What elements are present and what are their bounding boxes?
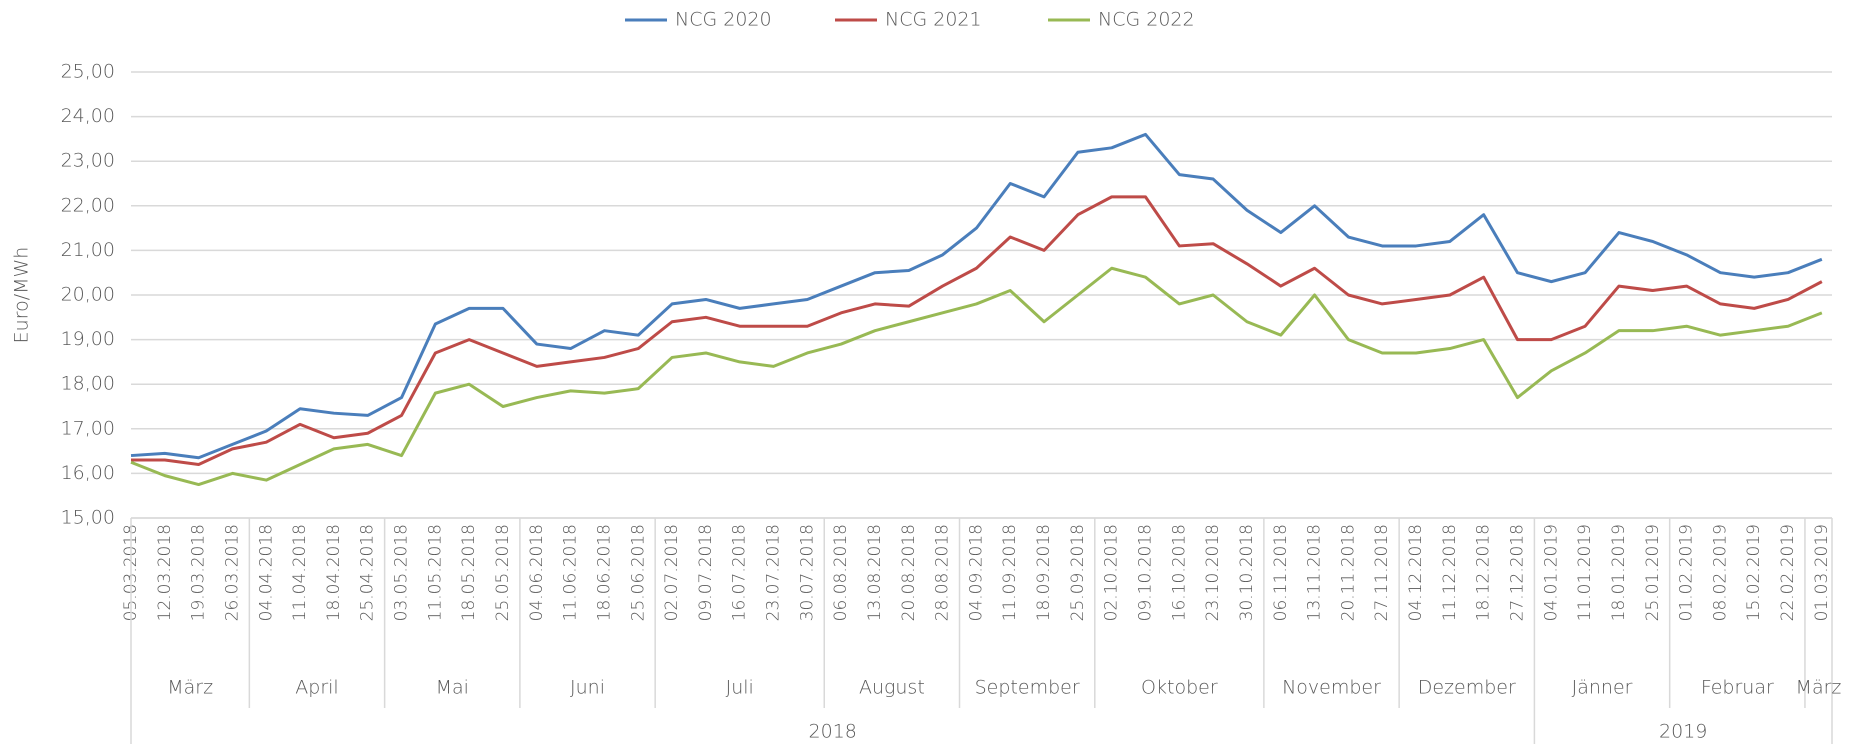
y-tick-label: 20,00 — [61, 284, 115, 306]
x-tick-label: 19.03.2018 — [189, 524, 209, 621]
y-tick-label: 21,00 — [61, 239, 115, 261]
x-tick-label: 27.11.2018 — [1372, 524, 1392, 621]
x-tick-label: 13.11.2018 — [1305, 524, 1325, 621]
x-tick-label: 25.09.2018 — [1068, 524, 1088, 621]
y-tick-label: 22,00 — [61, 194, 115, 216]
x-tick-label: 25.06.2018 — [628, 524, 648, 621]
x-tick-label: 30.07.2018 — [797, 524, 817, 621]
year-label: 2019 — [1659, 721, 1707, 743]
series-line — [130, 266, 1823, 487]
x-tick-label: 09.07.2018 — [696, 524, 716, 621]
x-tick-label: 26.03.2018 — [222, 524, 242, 621]
x-tick-label: 20.11.2018 — [1338, 524, 1358, 621]
x-tick-label: 11.06.2018 — [561, 524, 581, 621]
x-tick-label: 03.05.2018 — [392, 524, 412, 621]
legend-label: NCG 2022 — [1098, 9, 1195, 31]
x-tick-label: 11.12.2018 — [1440, 524, 1460, 621]
month-label: April — [295, 677, 338, 699]
month-label: Juni — [570, 677, 605, 699]
month-label: Jänner — [1572, 677, 1633, 699]
x-tick-label: 13.08.2018 — [865, 524, 885, 621]
month-label: August — [859, 677, 925, 699]
x-tick-label: 11.05.2018 — [425, 524, 445, 621]
x-tick-label: 12.03.2018 — [155, 524, 175, 621]
x-tick-label: 11.04.2018 — [290, 524, 310, 621]
x-tick-label: 23.10.2018 — [1203, 524, 1223, 621]
x-tick-label: 11.09.2018 — [1000, 524, 1020, 621]
month-label: März — [1796, 677, 1842, 699]
x-tick-label: 25.05.2018 — [493, 524, 513, 621]
x-tick-label: 02.07.2018 — [662, 524, 682, 621]
x-tick-label: 02.10.2018 — [1102, 524, 1122, 621]
x-tick-label: 18.05.2018 — [459, 524, 479, 621]
x-tick-label: 04.04.2018 — [256, 524, 276, 621]
x-tick-label: 09.10.2018 — [1136, 524, 1156, 621]
x-tick-label: 18.01.2019 — [1609, 524, 1629, 621]
x-tick-label: 18.06.2018 — [594, 524, 614, 621]
series-line — [130, 132, 1823, 460]
month-label: Mai — [436, 677, 469, 699]
x-tick-label: 25.04.2018 — [358, 524, 378, 621]
y-tick-label: 24,00 — [61, 105, 115, 127]
x-tick-label: 04.06.2018 — [527, 524, 547, 621]
legend-label: NCG 2021 — [885, 9, 982, 31]
x-tick-label: 18.12.2018 — [1474, 524, 1494, 621]
x-tick-label: 18.09.2018 — [1034, 524, 1054, 621]
x-tick-label: 04.09.2018 — [966, 524, 986, 621]
legend-label: NCG 2020 — [675, 9, 772, 31]
y-axis-title: Euro/MWh — [11, 247, 33, 344]
month-label: Oktober — [1141, 677, 1218, 699]
x-tick-label: 27.12.2018 — [1508, 524, 1528, 621]
x-tick-label: 28.08.2018 — [933, 524, 953, 621]
x-tick-label: 20.08.2018 — [899, 524, 919, 621]
y-tick-label: 17,00 — [61, 417, 115, 439]
x-tick-label: 18.04.2018 — [324, 524, 344, 621]
x-tick-label: 16.10.2018 — [1169, 524, 1189, 621]
month-label: Dezember — [1418, 677, 1516, 699]
x-tick-label: 23.07.2018 — [764, 524, 784, 621]
x-tick-label: 04.01.2019 — [1541, 524, 1561, 621]
x-tick-label: 01.02.2019 — [1677, 524, 1697, 621]
x-tick-label: 01.03.2019 — [1812, 524, 1832, 621]
x-tick-label: 30.10.2018 — [1237, 524, 1257, 621]
y-tick-label: 18,00 — [61, 373, 115, 395]
y-tick-label: 15,00 — [61, 507, 115, 529]
y-tick-label: 16,00 — [61, 462, 115, 484]
x-tick-label: 25.01.2019 — [1643, 524, 1663, 621]
y-tick-label: 19,00 — [61, 328, 115, 350]
month-label: September — [975, 677, 1080, 699]
x-tick-label: 22.02.2019 — [1778, 524, 1798, 621]
y-tick-label: 25,00 — [61, 61, 115, 83]
y-tick-label: 23,00 — [61, 150, 115, 172]
x-tick-label: 11.01.2019 — [1575, 524, 1595, 621]
x-tick-label: 04.12.2018 — [1406, 524, 1426, 621]
x-tick-label: 15.02.2019 — [1744, 524, 1764, 621]
month-label: November — [1282, 677, 1381, 699]
month-label: März — [167, 677, 213, 699]
x-tick-label: 16.07.2018 — [730, 524, 750, 621]
x-tick-label: 06.08.2018 — [831, 524, 851, 621]
x-tick-label: 06.11.2018 — [1271, 524, 1291, 621]
series-line — [131, 195, 1823, 466]
x-tick-label: 08.02.2019 — [1710, 524, 1730, 621]
year-label: 2018 — [809, 721, 857, 743]
month-label: Februar — [1701, 677, 1774, 699]
month-label: Juli — [726, 677, 754, 699]
